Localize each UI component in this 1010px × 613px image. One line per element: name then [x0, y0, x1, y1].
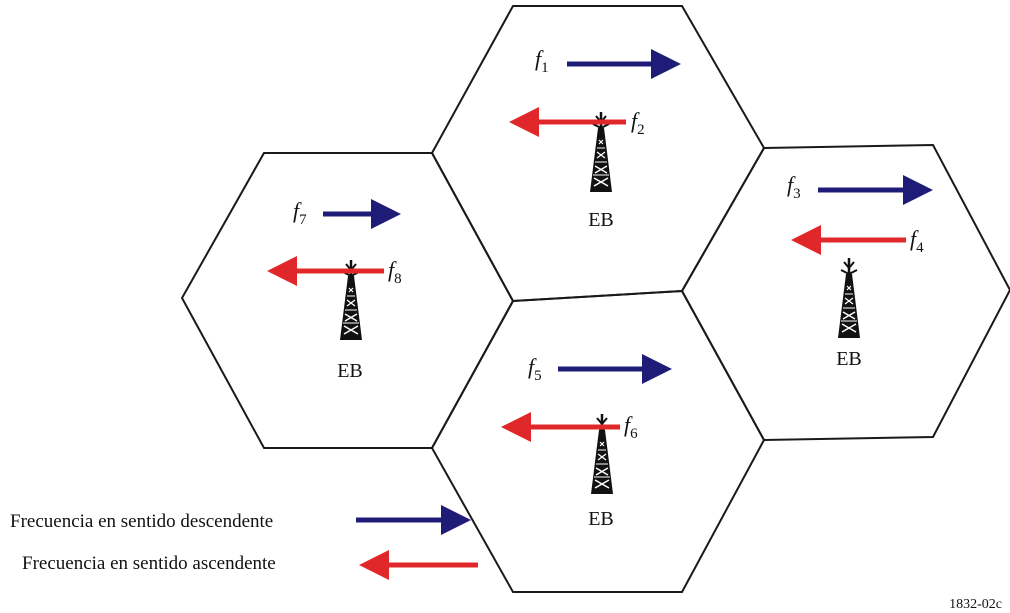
- base-station-label: EB: [337, 360, 363, 382]
- uplink-freq-label: f2: [631, 108, 645, 138]
- base-station-label: EB: [588, 209, 614, 231]
- base-station-label: EB: [836, 348, 862, 370]
- uplink-freq-label: f4: [910, 226, 924, 256]
- figure-id: 1832-02c: [949, 597, 1002, 612]
- base-station-label: EB: [588, 508, 614, 530]
- cell-center: f5 f6 EB: [501, 354, 672, 530]
- legend: Frecuencia en sentido descendente Frecue…: [10, 505, 478, 580]
- downlink-freq-label: f7: [293, 198, 307, 228]
- cell-left: f7 f8 EB: [267, 198, 402, 382]
- downlink-freq-label: f1: [535, 46, 549, 76]
- uplink-freq-label: f8: [388, 257, 402, 287]
- legend-uplink-label: Frecuencia en sentido ascendente: [22, 553, 276, 574]
- downlink-freq-label: f3: [787, 172, 801, 202]
- cell-tower-icon: [836, 256, 862, 340]
- downlink-freq-label: f5: [528, 354, 542, 384]
- legend-downlink-label: Frecuencia en sentido descendente: [10, 511, 273, 532]
- cell-top: f1 f2 EB: [509, 46, 681, 231]
- cell-hexagon-center: [430, 289, 766, 593]
- cell-right: f3 f4 EB: [787, 172, 933, 370]
- uplink-freq-label: f6: [624, 412, 638, 442]
